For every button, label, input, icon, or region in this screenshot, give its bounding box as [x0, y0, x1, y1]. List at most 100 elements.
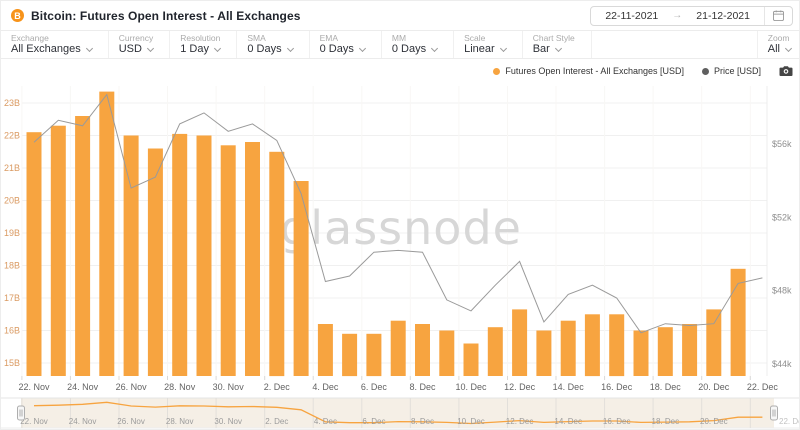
oi-bar-23-Nov[interactable] — [50, 125, 66, 376]
toolbar: Exchange All Exchanges Currency USD Resoluti… — [1, 31, 799, 59]
oi-bar-29-Nov[interactable] — [196, 135, 212, 377]
dropdown-ema-value: 0 Days — [320, 43, 366, 56]
oi-bar-14-Dec[interactable] — [560, 320, 576, 376]
oi-bar-27-Nov[interactable] — [147, 148, 163, 377]
legend-item-1[interactable]: Price [USD] — [701, 66, 761, 76]
navigator-chart[interactable]: 22. Nov 24. Nov 26. Nov 28. Nov 30. Nov 2. De… — [1, 397, 800, 430]
oi-bar-10-Dec[interactable] — [463, 343, 479, 377]
navigator-label: 28. Nov — [166, 417, 194, 426]
oi-bar-18-Dec[interactable] — [657, 327, 673, 376]
dropdown-chart-style[interactable]: Chart Style Bar — [523, 31, 592, 58]
dropdown-mm-label: MM — [391, 33, 407, 43]
x-axis-label: 2. Dec — [264, 382, 291, 392]
chevron-down-icon — [431, 44, 439, 52]
oi-bar-4-Dec[interactable] — [317, 324, 333, 376]
vertical-gridlines — [21, 86, 768, 376]
date-from-input[interactable]: 22-11-2021 — [605, 9, 659, 22]
main-chart-area[interactable]: glassnode 22. Nov 24. Nov 26. Nov 28. Nov 30.… — [1, 83, 800, 397]
oi-bar-19-Dec[interactable] — [682, 324, 698, 376]
navigator-gridlines — [21, 398, 751, 428]
oi-bar-6-Dec[interactable] — [366, 333, 382, 377]
screenshot-button[interactable] — [779, 65, 793, 77]
x-axis-label: 12. Dec — [504, 382, 536, 392]
right-axis-labels: $44k $48k $52k $56k — [772, 139, 792, 369]
dropdown-exchange[interactable]: Exchange All Exchanges — [1, 31, 109, 58]
navigator[interactable]: 22. Nov 24. Nov 26. Nov 28. Nov 30. Nov 2. De… — [1, 397, 800, 430]
navigator-selected-range[interactable] — [21, 398, 774, 428]
dropdown-currency-value: USD — [119, 43, 154, 56]
left-axis-label: 19B — [4, 228, 20, 238]
dropdown-resolution-value: 1 Day — [180, 43, 221, 56]
chevron-down-icon — [213, 44, 221, 52]
oi-bar-30-Nov[interactable] — [220, 145, 236, 376]
oi-bar-1-Dec[interactable] — [245, 142, 260, 376]
oi-bar-22-Nov[interactable] — [26, 132, 42, 376]
navigator-label: 20. Dec — [700, 417, 728, 426]
x-axis-label: 22. Dec — [747, 382, 779, 392]
camera-icon — [779, 66, 793, 76]
dropdown-mm[interactable]: MM 0 Days — [382, 31, 455, 58]
dropdown-currency[interactable]: Currency USD — [109, 31, 171, 58]
chevron-down-icon — [146, 44, 154, 52]
right-axis-label: $44k — [772, 359, 792, 369]
oi-bar-26-Nov[interactable] — [123, 135, 139, 377]
date-to-input[interactable]: 21-12-2021 — [696, 9, 750, 22]
legend-item-0[interactable]: Futures Open Interest - All Exchanges [U… — [493, 66, 684, 76]
oi-bar-28-Nov[interactable] — [172, 133, 188, 376]
oi-bar-3-Dec[interactable] — [293, 181, 309, 376]
navigator-series-line — [33, 401, 763, 425]
page-title: Bitcoin: Futures Open Interest - All Exc… — [31, 8, 301, 23]
navigator-labels: 22. Nov 24. Nov 26. Nov 28. Nov 30. Nov 2. De… — [20, 417, 727, 426]
calendar-button[interactable] — [764, 6, 792, 25]
dropdown-scale[interactable]: Scale Linear — [454, 31, 523, 58]
left-axis-label: 15B — [4, 358, 20, 368]
x-axis-label: 20. Dec — [698, 382, 730, 392]
oi-bar-8-Dec[interactable] — [415, 324, 430, 376]
dropdown-sma[interactable]: SMA 0 Days — [237, 31, 310, 58]
oi-bars[interactable] — [26, 91, 746, 377]
navigator-label: 6. Dec — [362, 417, 385, 426]
navigator-label: 22. Nov — [20, 417, 48, 426]
dropdown-ema[interactable]: EMA 0 Days — [310, 31, 382, 58]
navigator-label: 16. Dec — [603, 417, 631, 426]
left-axis-label: 22B — [4, 131, 20, 141]
dropdown-scale-value: Linear — [464, 43, 507, 56]
navigator-label: 8. Dec — [411, 417, 434, 426]
oi-bar-2-Dec[interactable] — [269, 151, 285, 377]
navigator-label: 26. Nov — [117, 417, 145, 426]
chevron-down-icon — [499, 44, 507, 52]
left-axis-label: 16B — [4, 326, 20, 336]
oi-bar-25-Nov[interactable] — [99, 91, 115, 376]
header: B Bitcoin: Futures Open Interest - All E… — [1, 1, 799, 31]
dropdown-resolution-label: Resolution — [180, 33, 221, 43]
date-range-arrow-icon: → — [672, 10, 683, 21]
navigator-outside-label: 22. Dec — [779, 417, 800, 426]
oi-bar-15-Dec[interactable] — [584, 314, 600, 377]
dropdown-resolution[interactable]: Resolution 1 Day — [170, 31, 238, 58]
oi-bar-7-Dec[interactable] — [390, 320, 406, 376]
oi-bar-12-Dec[interactable] — [512, 309, 528, 376]
oi-bar-24-Nov[interactable] — [75, 116, 91, 376]
oi-bar-20-Dec[interactable] — [706, 309, 722, 376]
oi-bar-21-Dec[interactable] — [730, 268, 746, 376]
oi-bar-17-Dec[interactable] — [633, 330, 649, 377]
navigator-left-handle[interactable] — [17, 405, 25, 421]
oi-bar-11-Dec[interactable] — [487, 327, 503, 376]
oi-bar-13-Dec[interactable] — [536, 330, 552, 377]
date-range-control[interactable]: 22-11-2021 → 21-12-2021 — [590, 5, 793, 26]
legend-item-label: Price [USD] — [713, 66, 761, 76]
navigator-right-handle[interactable] — [770, 405, 778, 421]
right-axis-label: $48k — [772, 286, 792, 296]
calendar-icon — [773, 10, 784, 21]
dropdown-exchange-value: All Exchanges — [11, 43, 93, 56]
x-axis-label: 24. Nov — [67, 382, 99, 392]
dropdown-zoom[interactable]: Zoom All — [756, 31, 799, 58]
oi-bar-5-Dec[interactable] — [342, 333, 358, 377]
glassnode-watermark: glassnode — [280, 201, 522, 255]
legend: Futures Open Interest - All Exchanges [U… — [1, 59, 799, 83]
oi-bar-16-Dec[interactable] — [609, 314, 625, 377]
oi-bar-9-Dec[interactable] — [439, 330, 455, 377]
main-chart[interactable]: glassnode 22. Nov 24. Nov 26. Nov 28. Nov 30.… — [1, 83, 800, 397]
price-line[interactable] — [33, 93, 763, 334]
navigator-label: 30. Nov — [214, 417, 242, 426]
